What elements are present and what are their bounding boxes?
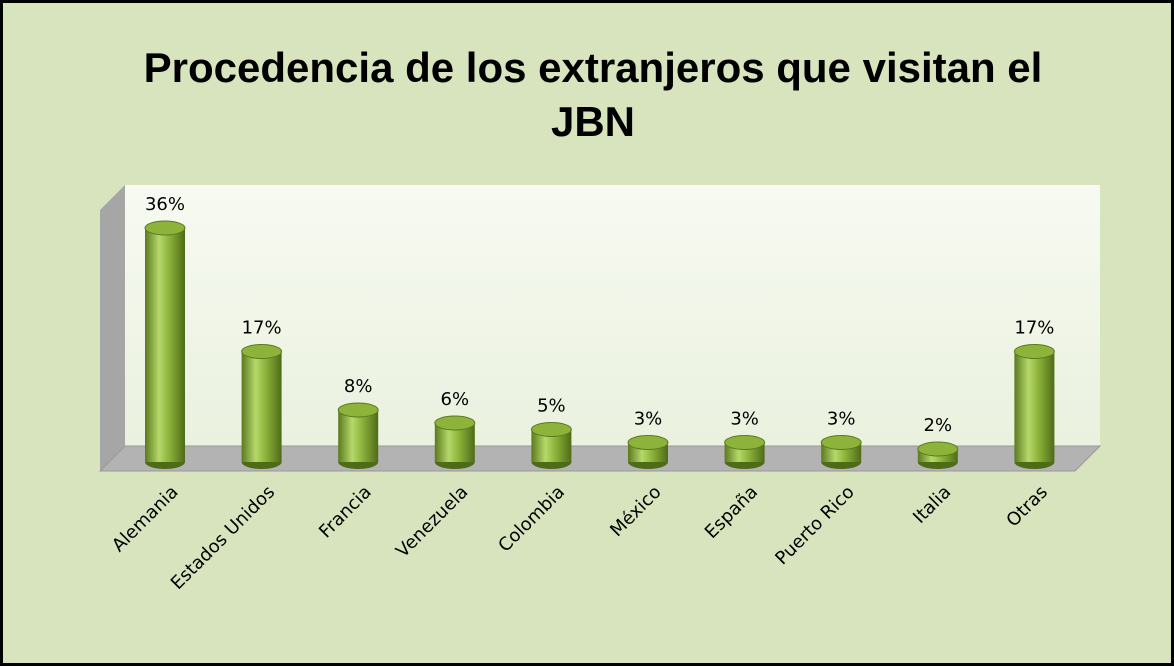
bar-top — [917, 441, 959, 457]
x-tick-label: España — [701, 482, 762, 543]
data-label: 5% — [537, 396, 566, 417]
x-tick-label: Otras — [1002, 482, 1052, 532]
chart: 36% Alemania 17% Estados Unidos 8% Francia 6% V… — [98, 185, 1102, 594]
bar-top — [434, 415, 476, 431]
data-label: 8% — [344, 376, 373, 397]
data-label: 17% — [242, 318, 282, 339]
bar-top — [724, 435, 766, 450]
data-label: 3% — [730, 409, 759, 430]
data-label: 2% — [924, 415, 953, 436]
data-label: 3% — [827, 409, 856, 430]
data-label: 17% — [1014, 318, 1054, 339]
back-wall — [125, 185, 1100, 446]
bar — [145, 228, 185, 462]
bar — [338, 410, 379, 462]
x-tick-label: Alemania — [108, 482, 183, 557]
bar-top — [820, 435, 862, 450]
bar — [1014, 351, 1055, 462]
side-wall — [100, 185, 125, 471]
bar-top — [337, 402, 379, 418]
x-tick-label: Colombia — [494, 482, 569, 557]
chart-title: Procedencia de los extranjeros que visit… — [143, 44, 1043, 145]
data-label: 3% — [634, 409, 663, 430]
data-label: 6% — [441, 389, 470, 410]
bar-top — [144, 220, 186, 236]
x-tick-label: México — [606, 482, 665, 541]
bar-top — [241, 344, 283, 359]
x-tick-label: Estados Unidos — [167, 482, 279, 594]
data-label: 36% — [145, 194, 185, 215]
bar-top — [530, 422, 572, 437]
x-tick-label: Venezuela — [392, 482, 472, 562]
x-tick-label: Francia — [315, 482, 376, 543]
bar — [241, 351, 282, 462]
x-tick-label: Italia — [909, 482, 955, 528]
bar-top — [627, 435, 669, 450]
bar-top — [1013, 344, 1055, 359]
x-tick-label: Puerto Rico — [771, 482, 858, 569]
